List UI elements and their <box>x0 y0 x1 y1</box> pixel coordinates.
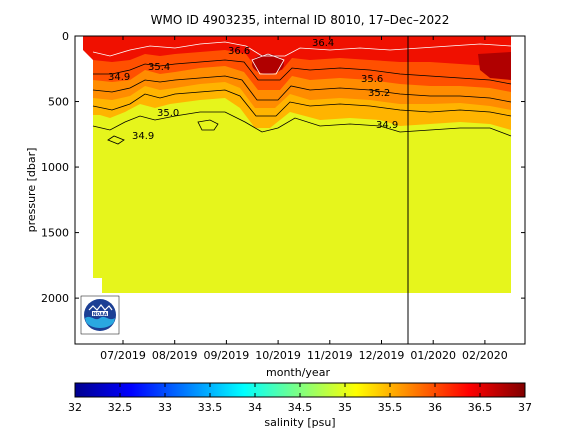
colorbar-tick-label: 34 <box>248 401 262 414</box>
contour-line <box>197 119 219 131</box>
colorbar-tick-label: 34.5 <box>288 401 313 414</box>
contour-label: 35.6 <box>361 74 383 85</box>
x-tick-label: 01/2020 <box>410 349 456 362</box>
axes-frame <box>74 35 526 345</box>
colorbar-ticks: 32 32.5 33 33.5 34 34.5 35 35.5 36 36.5 37 <box>68 383 532 414</box>
salinity-field: 35.4 36.6 36.4 35.6 35.2 34.9 35.0 34.9 … <box>83 36 512 293</box>
x-tick-label: 09/2019 <box>204 349 250 362</box>
contour-label: 34.9 <box>376 120 398 131</box>
contour-line <box>93 59 512 85</box>
y-tick-label: 500 <box>48 96 69 109</box>
y-tick-label: 1500 <box>41 227 69 240</box>
y-tick-label: 2000 <box>41 292 69 305</box>
x-axis: 07/2019 08/2019 09/2019 10/2019 11/2019 12/20… <box>100 36 508 362</box>
x-tick-label: 12/2019 <box>359 349 405 362</box>
colorbar-tick-label: 33 <box>158 401 172 414</box>
contour-label: 34.9 <box>132 131 154 142</box>
surface-layer-red <box>83 36 511 70</box>
colorbar-tick-label: 36.5 <box>468 401 493 414</box>
chart-title: WMO ID 4903235, internal ID 8010, 17–Dec… <box>151 13 450 27</box>
contour-line <box>92 89 512 117</box>
x-tick-label: 08/2019 <box>152 349 198 362</box>
colorbar-tick-label: 32 <box>68 401 82 414</box>
contour-label: 35.2 <box>368 88 390 99</box>
colorbar-tick-label: 36 <box>428 401 442 414</box>
x-tick-label: 02/2020 <box>462 349 508 362</box>
x-axis-label: month/year <box>266 366 330 379</box>
y-axis-label: pressure [dbar] <box>25 148 38 233</box>
x-tick-label: 07/2019 <box>100 349 146 362</box>
svg-text:NOAA: NOAA <box>93 311 108 317</box>
contour-line <box>107 135 125 145</box>
high-salinity-pocket <box>252 54 284 74</box>
high-salinity-pocket <box>478 52 511 80</box>
y-axis: 0 500 1000 1500 2000 <box>41 30 525 305</box>
contour-label: 36.6 <box>228 46 250 57</box>
x-tick-label: 11/2019 <box>307 349 353 362</box>
colorbar-tick-label: 35.5 <box>378 401 403 414</box>
colorbar-tick-label: 37 <box>518 401 532 414</box>
contour-label: 35.4 <box>148 62 170 73</box>
contour-line <box>92 111 512 137</box>
colorbar-tick-label: 32.5 <box>108 401 133 414</box>
colorbar-tick-label: 33.5 <box>198 401 223 414</box>
contour-label: 34.9 <box>108 72 130 83</box>
contour-lines <box>92 59 512 145</box>
contour-line <box>92 75 512 103</box>
colorbar-label: salinity [psu] <box>264 416 335 429</box>
contour-label: 36.4 <box>312 38 334 49</box>
noaa-logo: NOAA <box>80 295 120 335</box>
x-tick-label: 10/2019 <box>255 349 301 362</box>
y-tick-label: 0 <box>62 30 69 43</box>
y-tick-label: 1000 <box>41 161 69 174</box>
colorbar-tick-label: 35 <box>338 401 352 414</box>
contour-label: 35.0 <box>157 108 179 119</box>
contour-lines-surface <box>92 41 512 75</box>
contour-line <box>251 53 285 75</box>
